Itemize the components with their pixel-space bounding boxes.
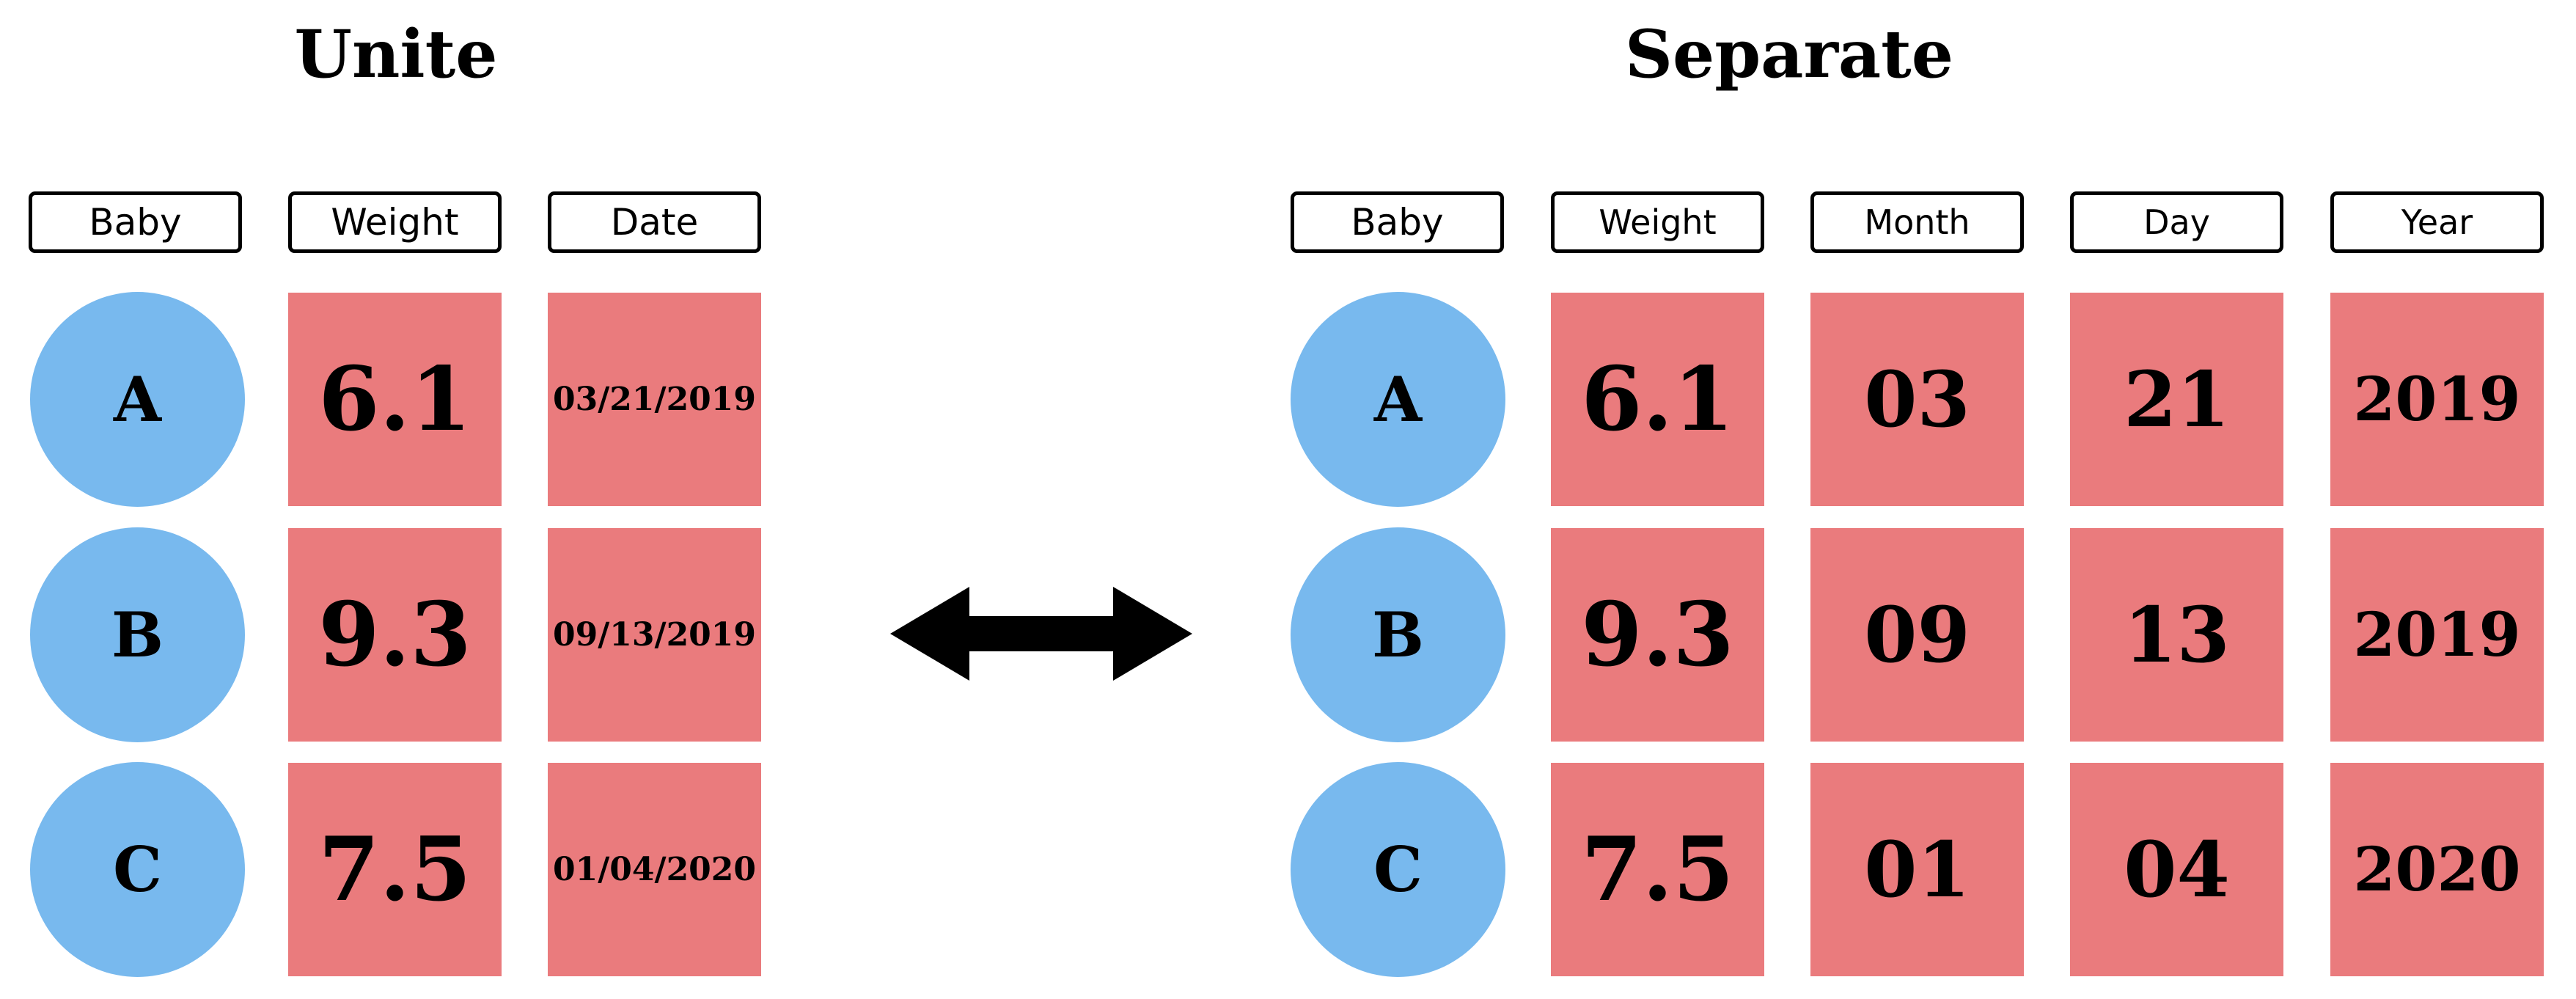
unite-weight-cell: 7.5 xyxy=(288,763,502,976)
unite-title: Unite xyxy=(294,15,498,93)
unite-date-cell: 03/21/2019 xyxy=(548,293,761,506)
unite-header-date: Date xyxy=(548,191,761,253)
unite-weight-cell: 9.3 xyxy=(288,528,502,742)
separate-baby-circle: A xyxy=(1291,292,1505,507)
separate-header-day: Day xyxy=(2070,191,2283,253)
separate-header-month: Month xyxy=(1810,191,2024,253)
separate-year-cell: 2020 xyxy=(2330,763,2544,976)
separate-month-cell: 09 xyxy=(1810,528,2024,742)
separate-weight-cell: 6.1 xyxy=(1551,293,1764,506)
double-headed-arrow-icon xyxy=(890,587,1192,681)
unite-baby-circle: C xyxy=(30,762,245,977)
separate-day-cell: 21 xyxy=(2070,293,2283,506)
separate-header-year: Year xyxy=(2330,191,2544,253)
separate-weight-cell: 9.3 xyxy=(1551,528,1764,742)
unite-header-baby: Baby xyxy=(29,191,242,253)
separate-day-cell: 04 xyxy=(2070,763,2283,976)
unite-baby-circle: B xyxy=(30,527,245,742)
separate-baby-circle: B xyxy=(1291,527,1505,742)
separate-year-cell: 2019 xyxy=(2330,293,2544,506)
arrow-shape xyxy=(890,587,1192,681)
unite-weight-cell: 6.1 xyxy=(288,293,502,506)
separate-weight-cell: 7.5 xyxy=(1551,763,1764,976)
unite-header-weight: Weight xyxy=(288,191,502,253)
separate-baby-circle: C xyxy=(1291,762,1505,977)
separate-title: Separate xyxy=(1624,15,1954,93)
separate-header-baby: Baby xyxy=(1291,191,1504,253)
separate-month-cell: 03 xyxy=(1810,293,2024,506)
separate-year-cell: 2019 xyxy=(2330,528,2544,742)
separate-day-cell: 13 xyxy=(2070,528,2283,742)
unite-baby-circle: A xyxy=(30,292,245,507)
separate-month-cell: 01 xyxy=(1810,763,2024,976)
unite-date-cell: 09/13/2019 xyxy=(548,528,761,742)
separate-header-weight: Weight xyxy=(1551,191,1764,253)
unite-date-cell: 01/04/2020 xyxy=(548,763,761,976)
